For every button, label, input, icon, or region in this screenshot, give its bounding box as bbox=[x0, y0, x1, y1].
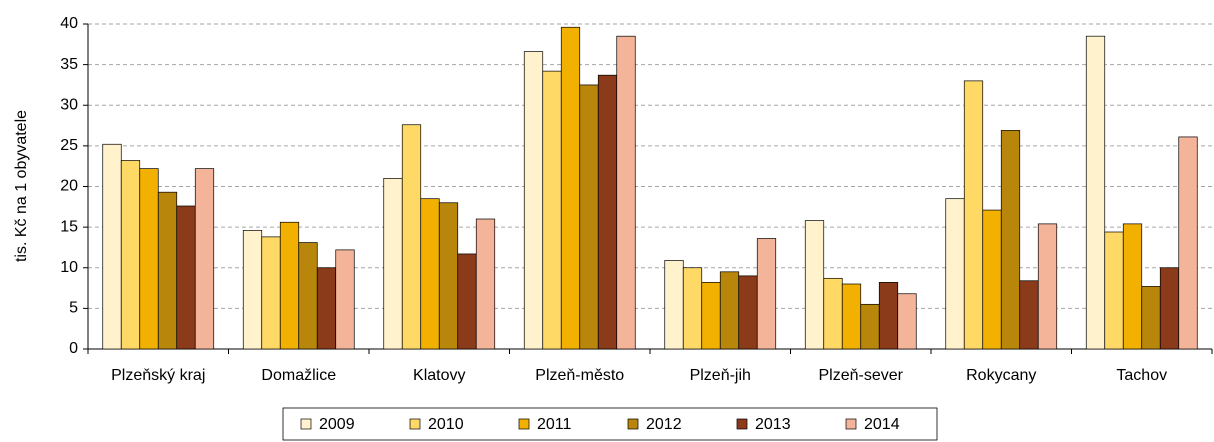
legend-swatch bbox=[409, 418, 421, 430]
legend-swatch bbox=[736, 418, 748, 430]
bar bbox=[1178, 136, 1198, 350]
bar bbox=[719, 271, 740, 350]
x-tick-label: Klatovy bbox=[413, 367, 465, 384]
legend-swatch bbox=[845, 418, 857, 430]
y-tick-label: 10 bbox=[60, 259, 78, 276]
bar bbox=[804, 220, 825, 350]
bar bbox=[1141, 286, 1161, 350]
bar bbox=[945, 198, 965, 350]
bar bbox=[194, 168, 215, 350]
bar bbox=[597, 74, 618, 350]
legend-label: 2009 bbox=[319, 416, 355, 433]
bar bbox=[1000, 130, 1021, 350]
bar bbox=[1104, 231, 1124, 350]
bar bbox=[878, 282, 899, 350]
bar bbox=[982, 209, 1002, 350]
bar bbox=[335, 249, 355, 350]
bar bbox=[701, 282, 721, 350]
y-tick-label: 0 bbox=[69, 340, 78, 357]
y-axis-label: tis. Kč na 1 obyvatele bbox=[13, 110, 30, 262]
legend-box bbox=[282, 407, 938, 441]
bar bbox=[420, 198, 440, 350]
legend-swatch bbox=[300, 418, 312, 430]
bar bbox=[963, 80, 984, 350]
bar bbox=[860, 303, 880, 350]
bar bbox=[157, 191, 178, 350]
bar bbox=[560, 26, 581, 350]
x-tick-label: Plzeň-sever bbox=[819, 367, 904, 384]
bar bbox=[682, 267, 703, 350]
bar bbox=[579, 84, 599, 350]
bar bbox=[383, 178, 403, 350]
bar bbox=[457, 253, 477, 350]
legend-swatch bbox=[627, 418, 639, 430]
bar bbox=[401, 124, 422, 350]
y-tick-label: 20 bbox=[60, 178, 78, 195]
legend-label: 2011 bbox=[537, 416, 572, 433]
bar bbox=[279, 221, 300, 350]
bar bbox=[523, 51, 544, 350]
legend-label: 2014 bbox=[864, 416, 900, 433]
bar bbox=[823, 277, 843, 350]
y-tick-label: 30 bbox=[60, 96, 78, 113]
bar bbox=[261, 236, 281, 350]
y-tick-label: 5 bbox=[69, 300, 78, 317]
bar bbox=[664, 260, 684, 350]
bar bbox=[102, 143, 122, 350]
bar bbox=[1122, 223, 1143, 350]
legend-label: 2013 bbox=[755, 416, 791, 433]
bar bbox=[1037, 223, 1058, 350]
x-tick-label: Plzeň-jih bbox=[690, 367, 751, 384]
bar bbox=[475, 218, 496, 350]
x-tick-label: Plzeň-město bbox=[535, 367, 624, 384]
bar bbox=[438, 202, 459, 350]
x-tick-label: Plzeňský kraj bbox=[111, 367, 205, 384]
bar bbox=[298, 242, 318, 350]
bar bbox=[738, 275, 758, 350]
y-tick-label: 40 bbox=[60, 15, 78, 32]
x-tick-label: Rokycany bbox=[966, 367, 1036, 384]
legend-label: 2010 bbox=[428, 416, 464, 433]
y-tick-label: 35 bbox=[60, 56, 78, 73]
bar bbox=[1019, 280, 1039, 350]
bar bbox=[316, 267, 337, 350]
y-tick-label: 25 bbox=[60, 137, 78, 154]
bar bbox=[616, 35, 636, 350]
bar bbox=[542, 70, 562, 350]
bar bbox=[139, 168, 159, 350]
bar bbox=[756, 238, 777, 350]
bar bbox=[120, 160, 141, 350]
legend-label: 2012 bbox=[646, 416, 682, 433]
x-tick-label: Tachov bbox=[1116, 367, 1167, 384]
bar bbox=[1085, 35, 1106, 350]
x-tick-label: Domažlice bbox=[261, 367, 336, 384]
bar bbox=[1159, 267, 1180, 350]
y-tick-label: 15 bbox=[60, 218, 78, 235]
bar bbox=[841, 283, 862, 350]
bar bbox=[176, 205, 196, 350]
bar bbox=[242, 230, 263, 350]
bar bbox=[897, 293, 917, 350]
legend-swatch bbox=[518, 418, 530, 430]
